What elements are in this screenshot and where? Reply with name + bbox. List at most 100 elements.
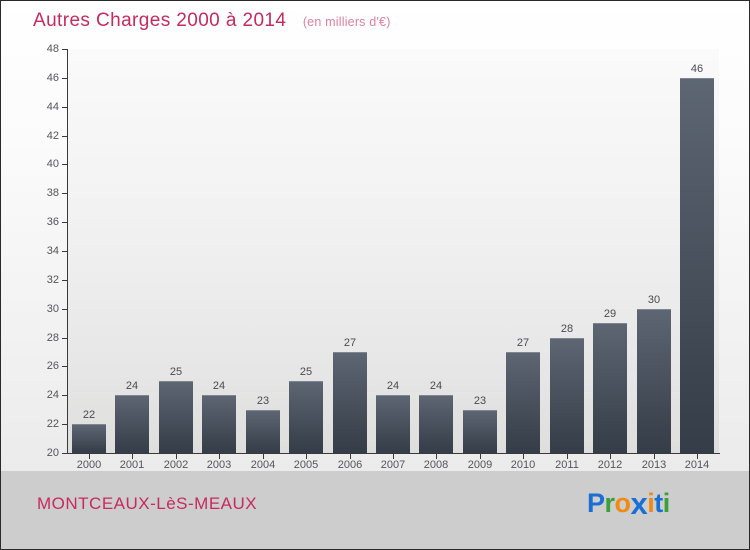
bar-2007[interactable] [376, 395, 410, 453]
x-axis-line [67, 453, 720, 454]
x-axis-label-2008: 2008 [423, 459, 449, 471]
x-axis-label-2014: 2014 [684, 459, 710, 471]
x-axis-tick [89, 454, 90, 459]
y-axis-tick [62, 366, 68, 367]
y-axis-label-wrap: 20 [29, 447, 59, 459]
x-axis-label-2004: 2004 [250, 459, 276, 471]
y-axis-label-wrap: 26 [29, 360, 59, 372]
x-axis-tick [176, 454, 177, 459]
bar-value-label: 25 [299, 366, 313, 378]
bar-value-label: 22 [82, 409, 96, 421]
y-axis-tick [62, 136, 68, 137]
y-axis-label: 20 [46, 447, 59, 459]
x-axis-label-2003: 2003 [206, 459, 232, 471]
bar-2005[interactable] [289, 381, 323, 453]
bar-value-label: 24 [125, 380, 139, 392]
footer: MONTCEAUX-LèS-MEAUX Proxiti [1, 471, 749, 549]
y-axis-tick [62, 78, 68, 79]
y-axis-label: 44 [46, 101, 59, 113]
x-axis-label-2006: 2006 [337, 459, 363, 471]
bar-value-label: 23 [473, 395, 487, 407]
y-axis-label: 22 [46, 418, 59, 430]
y-axis-tick [62, 280, 68, 281]
y-axis-tick [62, 164, 68, 165]
bar-2011[interactable] [550, 338, 584, 453]
y-axis-label-wrap: 36 [29, 216, 59, 228]
bar-2009[interactable] [463, 410, 497, 453]
y-axis-label-wrap: 34 [29, 246, 59, 257]
bar-2013[interactable] [637, 309, 671, 453]
x-axis-tick [480, 454, 481, 459]
bar-2006[interactable] [333, 352, 367, 453]
x-axis-tick [219, 454, 220, 459]
bar-value-label: 24 [386, 380, 400, 392]
x-axis-label-2010: 2010 [510, 459, 536, 471]
bar-2010[interactable] [506, 352, 540, 453]
x-axis-label-2013: 2013 [641, 459, 667, 471]
y-axis-label: 30 [46, 303, 59, 315]
x-axis-label-2009: 2009 [467, 459, 493, 471]
y-axis-label-wrap: 30 [29, 303, 59, 315]
bar-2002[interactable] [159, 381, 193, 453]
proxiti-logo[interactable]: Proxiti [587, 485, 671, 521]
bar-value-label: 24 [212, 380, 226, 392]
bar-value-label: 24 [429, 380, 443, 392]
bar-2000[interactable] [72, 424, 106, 453]
x-axis-tick [654, 454, 655, 459]
y-axis-tick [62, 251, 68, 252]
y-axis-label-wrap: 38 [29, 187, 59, 199]
logo-letter-1: r [604, 488, 616, 518]
y-axis-label: 32 [46, 274, 59, 286]
y-axis-tick [62, 107, 68, 108]
y-axis-label: 36 [46, 216, 59, 228]
logo-letter-2: o [614, 488, 632, 518]
page-title: Autres Charges 2000 à 2014 [33, 10, 287, 31]
y-axis-label: 28 [46, 332, 59, 344]
chart-panel: Autres Charges 2000 à 2014 (en milliers … [1, 1, 749, 471]
x-axis-tick [393, 454, 394, 459]
y-axis-label-wrap: 40 [29, 159, 59, 170]
x-axis-label-2001: 2001 [119, 459, 145, 471]
x-axis-tick [697, 454, 698, 459]
y-axis-label-wrap: 46 [29, 72, 59, 84]
y-axis-label: 46 [46, 72, 59, 84]
x-axis-tick [306, 454, 307, 459]
bar-2014[interactable] [680, 78, 714, 453]
bar-value-label: 27 [516, 337, 530, 349]
place-name: MONTCEAUX-LèS-MEAUX [37, 494, 258, 513]
bar-value-label: 27 [343, 337, 357, 349]
y-axis-label-wrap: 48 [29, 43, 59, 55]
bar-2008[interactable] [419, 395, 453, 453]
y-axis-label: 42 [46, 130, 59, 142]
x-axis-label-2011: 2011 [555, 459, 579, 471]
x-axis-label-2002: 2002 [163, 459, 189, 471]
x-axis-tick [263, 454, 264, 459]
bar-value-label: 46 [690, 63, 704, 75]
y-axis-label-wrap: 42 [29, 130, 59, 142]
y-axis-label-wrap: 22 [29, 418, 59, 430]
x-axis-label-2005: 2005 [293, 459, 319, 471]
y-axis-tick [62, 193, 68, 194]
logo-letter-6: i [662, 488, 671, 518]
x-axis-tick [523, 454, 524, 459]
x-axis-tick [610, 454, 611, 459]
y-axis-tick [62, 424, 68, 425]
x-axis-tick [350, 454, 351, 459]
bar-2004[interactable] [246, 410, 280, 453]
y-axis-label: 48 [46, 43, 59, 55]
bar-value-label: 23 [256, 395, 270, 407]
bar-2003[interactable] [202, 395, 236, 453]
y-axis-tick [62, 338, 68, 339]
logo-letter-3: x [630, 486, 648, 521]
y-axis-label: 26 [46, 360, 59, 372]
x-axis-tick [567, 454, 568, 459]
y-axis-label: 38 [46, 187, 59, 199]
x-axis-tick [132, 454, 133, 459]
x-axis-tick [436, 454, 437, 459]
logo-letter-5: t [654, 488, 663, 518]
x-axis-label-2000: 2000 [76, 459, 102, 471]
bar-2012[interactable] [593, 323, 627, 453]
bar-2001[interactable] [115, 395, 149, 453]
y-axis-label-wrap: 28 [29, 332, 59, 344]
